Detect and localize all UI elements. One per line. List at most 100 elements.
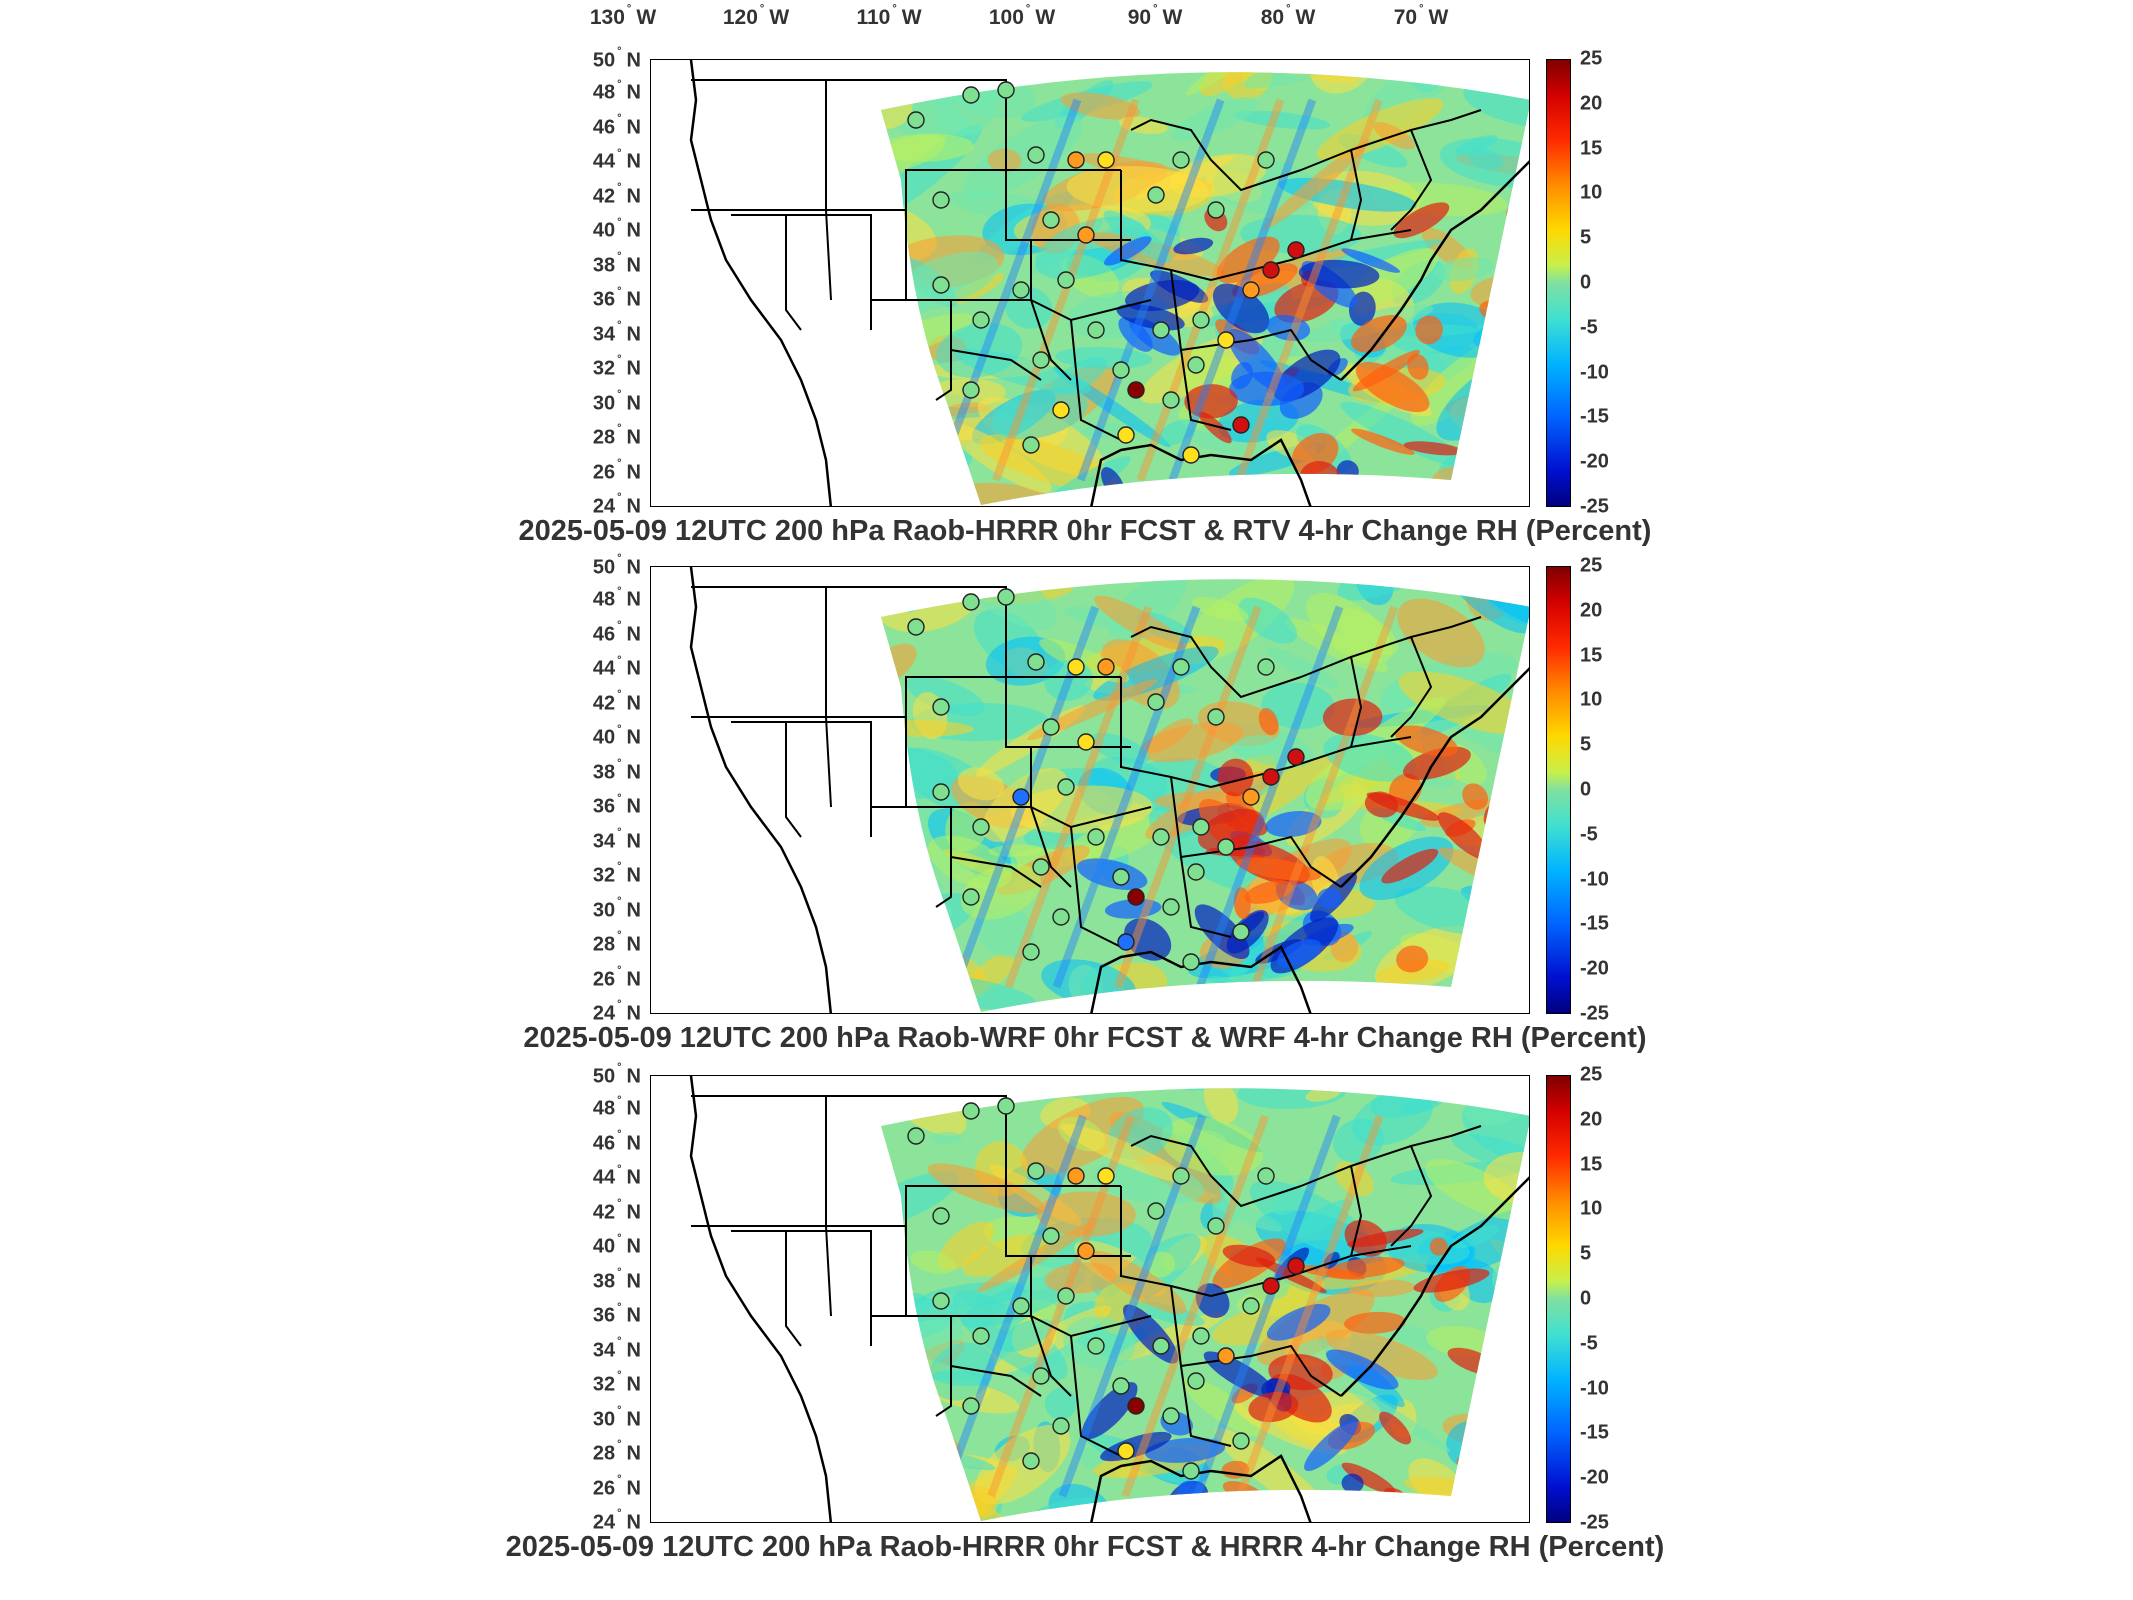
lat-tick-label: 38 ° N: [592, 1266, 641, 1293]
raob-station-marker: [932, 698, 950, 716]
raob-station-marker: [1147, 693, 1165, 711]
colorbar-tick-label: 15: [1580, 644, 1603, 667]
colorbar-tick-label: -5: [1580, 1332, 1598, 1355]
lat-tick-label: 40 ° N: [592, 1232, 641, 1258]
raob-station-marker: [1012, 1297, 1030, 1315]
raob-station-marker: [1217, 1347, 1235, 1365]
lat-tick-label: 30 ° N: [592, 895, 641, 922]
raob-station-marker: [1287, 1257, 1305, 1275]
lat-tick-label: 48 ° N: [592, 78, 641, 104]
lon-tick-label: 130 ° W: [589, 3, 657, 29]
raob-station-marker: [972, 311, 990, 329]
raob-station-marker: [1042, 718, 1060, 736]
raob-station-marker: [1127, 381, 1145, 399]
raob-station-marker: [1287, 748, 1305, 766]
raob-station-marker: [1187, 1372, 1205, 1390]
raob-station-marker: [1077, 1242, 1095, 1260]
map-plot: [650, 566, 1530, 1014]
rh-change-field: [689, 60, 1529, 506]
lat-tick-label: 36 ° N: [592, 285, 641, 311]
colorbar-tick-label: -15: [1580, 912, 1609, 935]
raob-station-marker: [1027, 146, 1045, 164]
lat-tick-label: 36 ° N: [592, 792, 641, 818]
raob-station-marker: [1262, 261, 1280, 279]
raob-station-marker: [1022, 436, 1040, 454]
lat-tick-label: 26 ° N: [592, 457, 641, 484]
lat-tick-label: 46 ° N: [592, 112, 641, 139]
raob-station-marker: [1027, 1162, 1045, 1180]
panel-title: 2025-05-09 12UTC 200 hPa Raob-HRRR 0hr F…: [505, 1531, 1665, 1563]
raob-station-marker: [1117, 1442, 1135, 1460]
lat-tick-label: 48 ° N: [592, 1094, 641, 1120]
colorbar: [1546, 1075, 1571, 1523]
lon-tick-label: 70 ° W: [1393, 3, 1449, 29]
lat-tick-label: 42 ° N: [592, 181, 641, 208]
raob-station-marker: [1207, 201, 1225, 219]
rh-change-field: [689, 1076, 1529, 1522]
raob-station-marker: [1127, 888, 1145, 906]
raob-station-marker: [1097, 658, 1115, 676]
raob-station-marker: [1187, 863, 1205, 881]
raob-station-marker: [1232, 1432, 1250, 1450]
raob-station-marker: [1057, 778, 1075, 796]
raob-station-marker: [1242, 788, 1260, 806]
raob-station-marker: [962, 888, 980, 906]
raob-station-marker: [1087, 1337, 1105, 1355]
panel-title: 2025-05-09 12UTC 200 hPa Raob-WRF 0hr FC…: [523, 1022, 1647, 1054]
raob-station-marker: [1097, 1167, 1115, 1185]
raob-station-marker: [962, 381, 980, 399]
lat-tick-label: 34 ° N: [592, 826, 641, 853]
raob-station-marker: [1232, 923, 1250, 941]
map-plot: [650, 59, 1530, 507]
raob-station-marker: [1067, 658, 1085, 676]
raob-station-marker: [1052, 401, 1070, 419]
raob-station-marker: [962, 86, 980, 104]
lon-tick-label: 80 ° W: [1260, 3, 1316, 29]
colorbar-tick-label: -10: [1580, 1377, 1609, 1400]
raob-station-marker: [1022, 1452, 1040, 1470]
colorbar-tick-label: -25: [1580, 1511, 1609, 1534]
lat-tick-label: 44 ° N: [592, 147, 641, 173]
raob-station-marker: [1172, 151, 1190, 169]
lon-tick-label: 110 ° W: [856, 3, 922, 29]
raob-station-marker: [1207, 708, 1225, 726]
colorbar-tick-label: -15: [1580, 405, 1609, 428]
raob-station-marker: [1012, 788, 1030, 806]
raob-station-marker: [1207, 1217, 1225, 1235]
colorbar-tick-label: -15: [1580, 1421, 1609, 1444]
colorbar-tick-label: 25: [1580, 47, 1603, 70]
lat-tick-label: 50 ° N: [592, 45, 641, 72]
colorbar-tick-label: 0: [1580, 778, 1592, 801]
lat-tick-label: 48 ° N: [592, 585, 641, 611]
raob-station-marker: [1262, 768, 1280, 786]
lat-tick-label: 38 ° N: [592, 250, 641, 277]
colorbar-tick-label: -10: [1580, 868, 1609, 891]
lat-tick-label: 30 ° N: [592, 1404, 641, 1431]
raob-station-marker: [997, 588, 1015, 606]
lat-tick-label: 26 ° N: [592, 964, 641, 991]
raob-station-marker: [1172, 1167, 1190, 1185]
lat-tick-label: 36 ° N: [592, 1301, 641, 1327]
colorbar-tick-label: -20: [1580, 450, 1609, 473]
raob-station-marker: [1087, 828, 1105, 846]
raob-station-marker: [1067, 1167, 1085, 1185]
lat-tick-label: 34 ° N: [592, 1335, 641, 1362]
raob-station-marker: [1117, 933, 1135, 951]
raob-station-marker: [1152, 321, 1170, 339]
raob-station-marker: [1032, 351, 1050, 369]
colorbar-tick-label: 20: [1580, 92, 1603, 115]
raob-station-marker: [997, 1097, 1015, 1115]
lat-tick-label: 50 ° N: [592, 552, 641, 579]
panel-title: 2025-05-09 12UTC 200 hPa Raob-HRRR 0hr F…: [518, 515, 1652, 547]
raob-station-marker: [1232, 416, 1250, 434]
colorbar-tick-label: 0: [1580, 1287, 1592, 1310]
raob-station-marker: [1077, 733, 1095, 751]
lon-tick-label: 100 ° W: [988, 3, 1056, 29]
raob-station-marker: [1192, 311, 1210, 329]
lat-tick-label: 32 ° N: [592, 860, 641, 887]
raob-station-marker: [1042, 1227, 1060, 1245]
raob-station-marker: [1112, 868, 1130, 886]
raob-station-marker: [932, 1292, 950, 1310]
raob-station-marker: [1182, 446, 1200, 464]
raob-station-marker: [972, 818, 990, 836]
